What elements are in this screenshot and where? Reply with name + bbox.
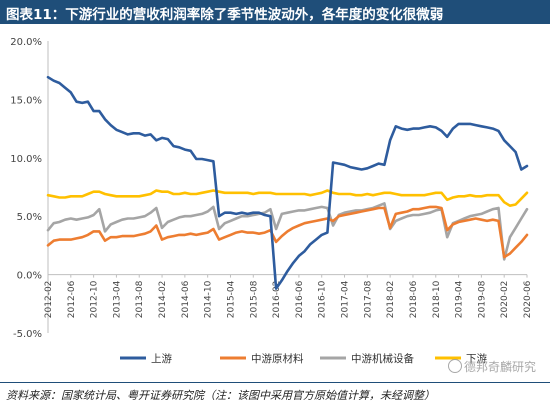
series-line-2 (46, 202, 529, 261)
x-tick-label: 2014-10 (204, 280, 214, 318)
x-tick-label: 2014-06 (181, 280, 191, 318)
x-tick-label: 2019-04 (455, 280, 465, 318)
x-tick-label: 2012-02 (44, 281, 54, 319)
x-tick-label: 2013-04 (112, 280, 122, 318)
series-line-1 (46, 205, 529, 259)
y-tick-label: 5.0% (17, 212, 42, 223)
watermark-text: 德邦奇麟研究 (464, 360, 537, 374)
x-tick-label: 2016-02 (272, 281, 282, 319)
x-tick-label: 2012-06 (67, 280, 77, 318)
series-line-3 (46, 189, 529, 207)
x-tick-label: 2015-08 (249, 280, 259, 318)
legend-label-1: 中游原材料 (251, 352, 304, 365)
y-tick-label: 20.0% (10, 37, 42, 48)
x-tick-label: 2019-08 (477, 280, 487, 318)
x-tick-label: 2020-02 (500, 281, 510, 319)
x-tick-label: 2014-02 (158, 281, 168, 319)
legend-label-3: 下游 (466, 352, 487, 365)
title-bar: 图表11：下游行业的营收利润率除了季节性波动外，各年度的变化很微弱 (0, 0, 550, 24)
y-tick-label: 10.0% (10, 154, 42, 165)
x-tick-label: 2012-10 (90, 280, 100, 318)
x-tick-label: 2018-06 (409, 280, 419, 318)
source-note: 资料来源：国家统计局、粤开证券研究院（注：该图中采用官方原始值计算，未经调整） (6, 389, 435, 402)
x-tick-label: 2020-06 (523, 280, 533, 318)
legend-label-2: 中游机械设备 (351, 352, 414, 365)
x-tick-label: 2015-04 (226, 280, 236, 318)
watermark-logo-icon (448, 359, 462, 373)
line-chart: -5.0% 0.0% 5.0% 10.0% 15.0% 20.0% 2012-02 2012-… (10, 37, 533, 365)
watermark: 德邦奇麟研究 (448, 358, 536, 375)
x-tick-label: 2018-10 (432, 280, 442, 318)
x-tick-label: 2016-10 (318, 280, 328, 318)
source-divider (0, 382, 550, 383)
y-tick-label: -5.0% (13, 329, 42, 340)
x-tick-label: 2016-06 (295, 280, 305, 318)
x-tick-label: 2017-04 (341, 280, 351, 318)
legend-label-0: 上游 (151, 352, 172, 365)
chart-title: 图表11：下游行业的营收利润率除了季节性波动外，各年度的变化很微弱 (6, 7, 444, 23)
y-tick-label: 15.0% (10, 95, 42, 106)
series-line-0 (46, 75, 529, 290)
x-tick-label: 2018-02 (386, 281, 396, 319)
x-tick-label: 2017-08 (363, 280, 373, 318)
x-tick-label: 2013-08 (135, 280, 145, 318)
y-tick-label: 0.0% (17, 271, 42, 282)
